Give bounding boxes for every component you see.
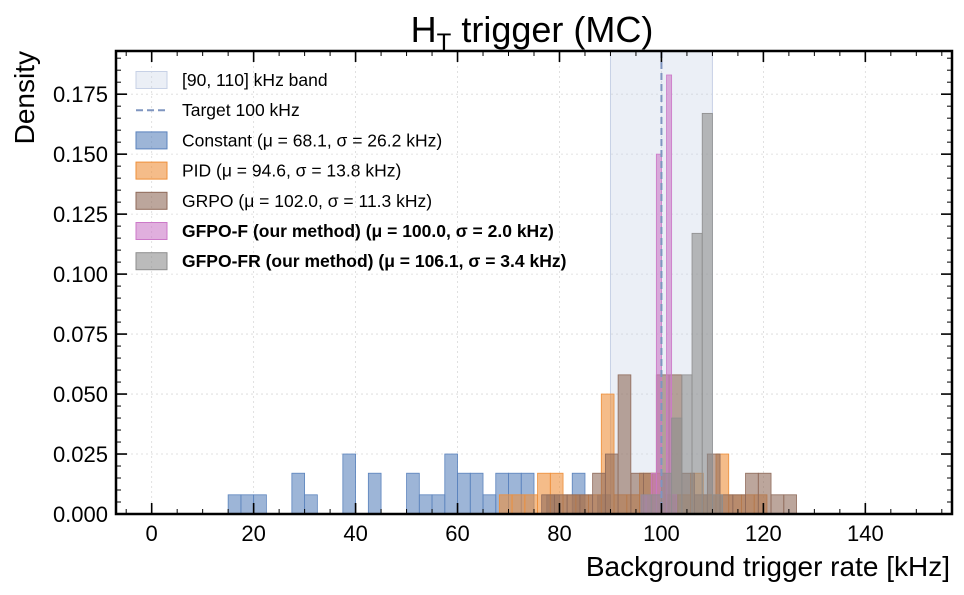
y-tick-label: 0.125	[53, 202, 108, 227]
x-tick-label: 80	[547, 521, 571, 546]
x-axis-label: Background trigger rate [kHz]	[586, 551, 950, 582]
x-tick-label: 20	[241, 521, 265, 546]
histogram-bar	[650, 494, 662, 515]
histogram-bar	[498, 494, 513, 515]
histogram-bar	[469, 472, 484, 515]
legend-label: GRPO (μ = 102.0, σ = 11.3 kHz)	[182, 191, 432, 211]
histogram-bar	[770, 494, 785, 515]
histogram-bar	[592, 472, 606, 515]
y-tick-label: 0.150	[53, 142, 108, 167]
legend-swatch	[135, 131, 168, 150]
y-tick-label: 0.100	[53, 262, 108, 287]
histogram-bar	[304, 494, 318, 515]
legend-swatch	[135, 222, 168, 240]
histogram-bar	[566, 494, 581, 515]
y-tick-label: 0.075	[53, 322, 108, 347]
histogram-bar	[745, 472, 759, 515]
legend-label: [90, 110] kHz band	[182, 70, 328, 90]
y-tick-label: 0.175	[53, 82, 108, 107]
histogram-bar	[617, 374, 632, 515]
histogram-bar	[681, 374, 693, 515]
x-tick-label: 60	[445, 521, 469, 546]
histogram-bar	[227, 494, 242, 515]
plot-frame	[114, 49, 954, 516]
histogram-bar	[291, 472, 306, 515]
histogram-bar	[457, 472, 471, 515]
histogram-bar	[666, 74, 673, 515]
legend-label: GFPO-F (our method) (μ = 100.0, σ = 2.0 …	[182, 221, 554, 241]
histogram-bar	[367, 472, 382, 515]
legend-label: GFPO-FR (our method) (μ = 106.1, σ = 3.4…	[182, 251, 566, 271]
histogram-bar	[640, 494, 652, 515]
legend-label: PID (μ = 94.6, σ = 13.8 kHz)	[182, 161, 401, 181]
y-axis-label: Density	[9, 51, 40, 144]
y-tick-label: 0.050	[53, 382, 108, 407]
histogram-bar	[553, 494, 568, 515]
histogram-bar	[253, 494, 267, 515]
histogram-bar	[732, 494, 746, 515]
histogram-bar	[604, 453, 619, 515]
axis-ticks: 0 20 40 60 80 100 120 140 0.000 0.025 0.050 0.075 0.…	[53, 51, 952, 546]
histogram-bar	[482, 494, 497, 515]
x-tick-label: 40	[343, 521, 367, 546]
legend-swatch	[135, 161, 168, 180]
x-tick-label: 100	[643, 521, 680, 546]
histogram-bar	[757, 472, 772, 515]
histogram-bar	[541, 494, 555, 515]
histogram-bar	[418, 494, 433, 515]
histogram-bar	[712, 494, 724, 515]
histogram-bar	[444, 453, 458, 515]
legend-label: Target 100 kHz	[182, 100, 300, 120]
y-tick-label: 0.000	[53, 502, 108, 527]
histogram-bar	[342, 453, 356, 515]
histogram-bars	[227, 74, 797, 515]
legend: [90, 110] kHz band Target 100 kHz Constant…	[135, 70, 566, 271]
chart-title: HT trigger (MC)	[411, 9, 654, 56]
histogram-bar	[406, 472, 420, 515]
legend-swatch	[135, 71, 168, 89]
histogram-bar	[524, 494, 538, 515]
axes-frame	[114, 49, 954, 516]
histogram-bar	[240, 494, 255, 515]
histogram-bar	[431, 494, 446, 515]
x-tick-label: 120	[745, 521, 782, 546]
histogram-bar	[701, 112, 713, 515]
histogram-bar	[691, 232, 703, 515]
legend-label: Constant (μ = 68.1, σ = 26.2 kHz)	[182, 130, 442, 150]
x-tick-label: 0	[146, 521, 158, 546]
histogram-bar	[783, 494, 797, 515]
histogram-bar	[661, 472, 673, 515]
grid-lines	[116, 51, 952, 515]
legend-swatch	[135, 191, 168, 210]
histogram-bar	[511, 494, 526, 515]
histogram-bar	[671, 417, 683, 515]
y-tick-label: 0.025	[53, 442, 108, 467]
legend-swatch	[135, 252, 168, 271]
histogram-bar	[579, 494, 594, 515]
x-tick-label: 140	[847, 521, 884, 546]
